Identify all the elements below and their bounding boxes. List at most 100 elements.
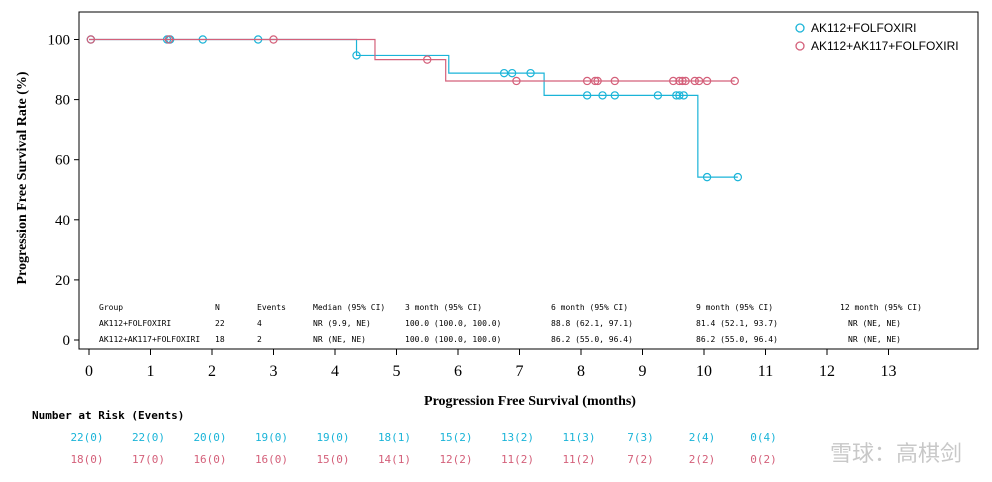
- censor-mark: [512, 76, 521, 86]
- y-tick-label: 40: [55, 213, 70, 229]
- risk-table-title: Number at Risk (Events): [32, 409, 184, 422]
- summary-header: Events: [257, 303, 286, 312]
- censor-mark: [582, 76, 592, 86]
- censor-mark: [86, 35, 96, 44]
- summary-cell: NR (9.9, NE): [313, 319, 371, 328]
- x-tick-label: 7: [516, 363, 524, 380]
- x-tick-label: 11: [758, 363, 773, 380]
- risk-cell: 14(1): [378, 453, 411, 466]
- y-axis: 0 20 40 60 80 100: [48, 33, 79, 349]
- censor-mark: [733, 172, 743, 182]
- censor-mark: [593, 76, 602, 86]
- summary-cell: AK112+AK117+FOLFOXIRI: [99, 335, 200, 344]
- y-tick-label: 100: [48, 33, 71, 49]
- censor-mark: [702, 172, 712, 182]
- censor-mark: [526, 68, 535, 78]
- x-tick-label: 5: [393, 363, 401, 380]
- summary-cell: 86.2 (55.0, 96.4): [696, 335, 778, 344]
- x-tick-label: 12: [819, 363, 835, 380]
- summary-cell: 100.0 (100.0, 100.0): [405, 319, 501, 328]
- risk-cell: 13(2): [501, 431, 534, 444]
- survival-curves: [86, 35, 743, 182]
- risk-cell: 15(0): [316, 453, 349, 466]
- risk-cell: 16(0): [193, 453, 226, 466]
- x-tick-label: 6: [454, 363, 462, 380]
- censor-mark: [598, 91, 607, 100]
- censor-mark: [423, 55, 432, 64]
- risk-cell: 22(0): [132, 431, 165, 444]
- summary-cell: 86.2 (55.0, 96.4): [551, 335, 633, 344]
- risk-cell: 11(2): [501, 453, 534, 466]
- summary-cell: NR (NE, NE): [848, 335, 901, 344]
- summary-cell: NR (NE, NE): [848, 319, 901, 328]
- summary-cell: 81.4 (52.1, 93.7): [696, 319, 778, 328]
- x-tick-label: 13: [881, 363, 897, 380]
- risk-cell: 18(0): [70, 453, 103, 466]
- x-axis-title: Progression Free Survival (months): [424, 394, 636, 409]
- y-axis-title: Progression Free Survival Rate (%): [15, 71, 30, 284]
- x-tick-label: 2: [208, 363, 216, 380]
- summary-cell: 100.0 (100.0, 100.0): [405, 335, 501, 344]
- censor-mark: [610, 91, 620, 100]
- summary-cell: 18: [215, 335, 225, 344]
- censor-mark: [730, 76, 739, 86]
- risk-cell: 20(0): [193, 431, 226, 444]
- legend-label: AK112+FOLFOXIRI: [811, 21, 917, 35]
- plot-frame: [78, 11, 979, 350]
- risk-cell: 7(3): [627, 431, 654, 444]
- censor-mark: [679, 91, 688, 100]
- censor-mark: [678, 76, 687, 86]
- censor-mark: [694, 76, 704, 86]
- censor-mark: [269, 35, 278, 44]
- summary-header: Group: [99, 303, 123, 312]
- summary-cell: 88.8 (62.1, 97.1): [551, 319, 633, 328]
- summary-cell: 4: [257, 319, 262, 328]
- risk-cell: 0(4): [750, 431, 777, 444]
- censor-mark: [582, 91, 592, 100]
- risk-cell: 17(0): [132, 453, 165, 466]
- summary-header: 6 month (95% CI): [551, 303, 628, 312]
- x-tick-label: 4: [331, 363, 339, 380]
- risk-cell: 7(2): [627, 453, 654, 466]
- risk-cell: 15(2): [439, 431, 472, 444]
- x-axis: 0 1 2 3 4 5 6 7 8 9 10 11 12 13: [85, 349, 897, 380]
- censor-mark: [352, 51, 361, 60]
- summary-table: Group N Events Median (95% CI) 3 month (95% …: [99, 303, 922, 344]
- censor-mark: [164, 35, 174, 44]
- km-curve-2: [89, 38, 735, 82]
- y-tick-label: 0: [63, 333, 71, 349]
- summary-cell: 2: [257, 335, 262, 344]
- y-tick-label: 20: [55, 273, 70, 289]
- censor-mark: [610, 76, 620, 86]
- x-tick-label: 0: [85, 363, 93, 380]
- risk-table: 22(0) 22(0) 20(0) 19(0) 19(0) 18(1) 15(2) 13(2)…: [70, 431, 776, 466]
- summary-header: 12 month (95% CI): [840, 303, 922, 312]
- risk-cell: 11(2): [562, 453, 595, 466]
- summary-header: Median (95% CI): [313, 303, 385, 312]
- censor-mark: [653, 91, 663, 100]
- x-tick-label: 10: [696, 363, 712, 380]
- x-tick-label: 9: [639, 363, 647, 380]
- y-tick-label: 80: [55, 93, 70, 109]
- plot-border: [78, 11, 979, 350]
- legend-marker: [795, 41, 805, 51]
- censor-mark: [590, 76, 600, 86]
- censor-mark: [499, 68, 509, 78]
- risk-cell: 19(0): [316, 431, 349, 444]
- summary-header: 3 month (95% CI): [405, 303, 482, 312]
- risk-cell: 19(0): [255, 431, 288, 444]
- censor-mark: [675, 76, 684, 86]
- x-tick-label: 8: [577, 363, 585, 380]
- x-tick-label: 3: [270, 363, 278, 380]
- y-tick-label: 60: [55, 153, 70, 169]
- km-curve-1: [89, 38, 738, 178]
- summary-cell: AK112+FOLFOXIRI: [99, 319, 171, 328]
- risk-cell: 12(2): [439, 453, 472, 466]
- risk-cell: 16(0): [255, 453, 288, 466]
- x-tick-label: 1: [147, 363, 155, 380]
- censor-mark: [690, 76, 699, 86]
- censor-mark: [702, 76, 712, 86]
- risk-cell: 2(2): [689, 453, 716, 466]
- legend: AK112+FOLFOXIRI AK112+AK117+FOLFOXIRI: [795, 21, 959, 53]
